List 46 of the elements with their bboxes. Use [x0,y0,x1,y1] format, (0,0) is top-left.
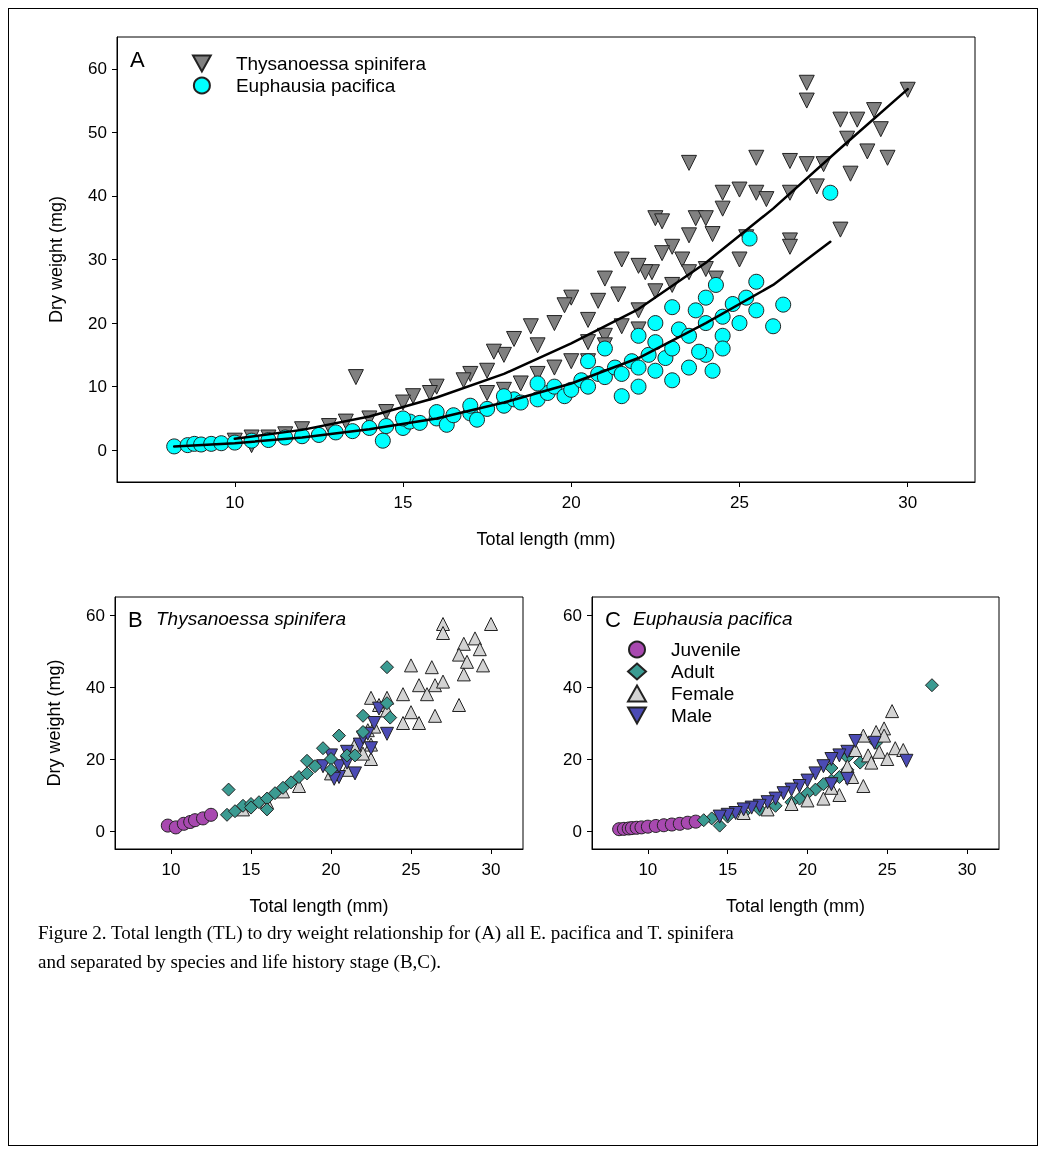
legend-label: Euphausia pacifica [235,75,396,96]
y-tick-label: 40 [86,677,105,697]
y-tick-label: 20 [88,313,107,333]
legend-label: Juvenile [671,639,741,660]
x-tick-label: 15 [241,860,261,879]
text: Thysanoessa spinifera [156,608,347,629]
y-axis-title: Dry weight (mg) [44,659,64,787]
chart-title: A [130,46,145,72]
y-tick-label: 0 [572,821,582,841]
x-tick-label: 15 [393,493,413,512]
legend-label: Female [671,683,735,704]
y-tick-label: 20 [86,749,105,769]
x-tick-label: 10 [161,860,181,879]
y-tick-label: 60 [86,605,105,625]
y-tick-label: 40 [88,186,107,206]
x-tick-label: 30 [898,493,918,512]
y-tick-label: 10 [88,377,107,397]
caption: Figure 2. Total length (TL) to dry weight relationship for (A) all E. pacifica and T. spinifera and separated by species and life history stage (B,C). [38,921,735,974]
y-tick-label: 50 [88,122,107,142]
x-tick-label: 25 [730,493,749,512]
x-axis-title: Total length (mm) [725,896,866,916]
x-tick-label: 30 [957,860,977,879]
x-tick-label: 20 [798,860,817,879]
y-tick-label: 60 [563,605,582,625]
x-tick-label: 20 [321,860,341,879]
x-tick-label: 10 [225,493,245,512]
legend-label: Adult [671,661,716,682]
text: Euphausia pacifica [633,608,793,629]
x-tick-label: 30 [481,860,501,879]
y-axis-title: Dry weight (mg) [46,195,66,324]
y-tick-label: 60 [88,59,107,79]
x-tick-label: 25 [401,860,421,879]
x-axis-title: Total length (mm) [249,896,389,916]
y-tick-label: 20 [563,749,582,769]
x-tick-label: 15 [718,860,738,879]
legend-label: Thysanoessa spinifera [235,53,427,74]
x-axis-title: Total length (mm) [476,529,616,549]
y-tick-label: 0 [95,821,105,841]
legend-label: Male [671,705,713,726]
x-tick-label: 25 [877,860,897,879]
chart-title: C [605,606,621,632]
y-tick-label: 40 [563,677,582,697]
y-tick-label: 0 [97,440,107,460]
x-tick-label: 10 [638,860,658,879]
chart-title: B [128,606,143,632]
y-tick-label: 30 [88,250,107,269]
